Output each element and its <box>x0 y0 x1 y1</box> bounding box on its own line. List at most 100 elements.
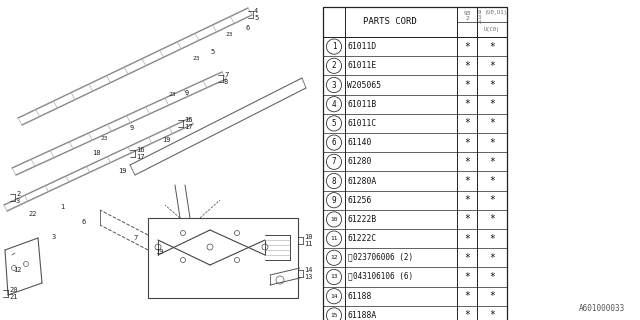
Text: 3: 3 <box>332 81 336 90</box>
Text: *: * <box>489 138 495 148</box>
Text: 7: 7 <box>133 235 137 241</box>
Text: 6: 6 <box>82 219 86 225</box>
Text: 14: 14 <box>330 294 338 299</box>
Text: 4: 4 <box>332 100 336 109</box>
Text: *: * <box>489 61 495 71</box>
Text: 23: 23 <box>225 33 232 37</box>
Text: *: * <box>464 272 470 282</box>
Text: 61222B: 61222B <box>347 215 376 224</box>
Text: 9: 9 <box>332 196 336 205</box>
Text: 8: 8 <box>224 79 228 85</box>
Text: 043106106 (6): 043106106 (6) <box>353 273 413 282</box>
Text: 61256: 61256 <box>347 196 371 205</box>
Text: *: * <box>464 310 470 320</box>
Text: *: * <box>489 234 495 244</box>
Text: *: * <box>489 195 495 205</box>
Text: Ⓢ: Ⓢ <box>348 273 352 282</box>
Text: *: * <box>489 176 495 186</box>
Text: 1: 1 <box>332 42 336 51</box>
Text: 19: 19 <box>118 168 127 174</box>
Text: 61140: 61140 <box>347 138 371 147</box>
Text: *: * <box>489 291 495 301</box>
Text: 16: 16 <box>136 147 145 153</box>
Text: *: * <box>464 99 470 109</box>
Text: 11: 11 <box>330 236 338 241</box>
Text: 5: 5 <box>254 15 259 21</box>
Text: 17: 17 <box>136 154 145 160</box>
Bar <box>148 218 298 298</box>
Text: *: * <box>464 157 470 167</box>
Text: A601000033: A601000033 <box>579 304 625 313</box>
Text: *: * <box>464 61 470 71</box>
Text: 19: 19 <box>155 249 163 255</box>
Text: *: * <box>464 253 470 263</box>
Text: 20: 20 <box>9 287 17 293</box>
Text: 8: 8 <box>332 177 336 186</box>
Text: 12: 12 <box>330 255 338 260</box>
Text: 19: 19 <box>162 137 170 143</box>
Text: *: * <box>489 310 495 320</box>
Text: *: * <box>464 291 470 301</box>
Text: 2: 2 <box>465 16 469 21</box>
Text: 4: 4 <box>478 20 481 25</box>
Text: *: * <box>464 80 470 90</box>
Text: *: * <box>464 176 470 186</box>
Text: *: * <box>464 118 470 128</box>
Text: 2: 2 <box>332 61 336 70</box>
Text: 7: 7 <box>332 157 336 166</box>
Text: *: * <box>489 214 495 224</box>
Text: U(C0): U(C0) <box>484 27 500 32</box>
Text: *: * <box>464 138 470 148</box>
Text: *: * <box>489 157 495 167</box>
Text: 21: 21 <box>9 294 17 300</box>
Bar <box>323 7 507 320</box>
Text: 61011C: 61011C <box>347 119 376 128</box>
Text: 4: 4 <box>254 8 259 14</box>
Text: 23: 23 <box>168 92 175 98</box>
Text: 6: 6 <box>245 25 249 31</box>
Text: *: * <box>489 253 495 263</box>
Text: 9: 9 <box>185 90 189 96</box>
Text: 23: 23 <box>100 135 108 140</box>
Text: (U0,U1): (U0,U1) <box>485 10 508 15</box>
Text: 61188A: 61188A <box>347 311 376 320</box>
Text: 17: 17 <box>184 124 193 130</box>
Text: 9: 9 <box>478 10 481 15</box>
Text: 13: 13 <box>330 275 338 279</box>
Text: 15: 15 <box>330 313 338 318</box>
Text: 3: 3 <box>478 15 481 20</box>
Text: 11: 11 <box>304 241 312 247</box>
Text: 5: 5 <box>332 119 336 128</box>
Text: 18: 18 <box>92 150 100 156</box>
Text: *: * <box>464 234 470 244</box>
Text: 23: 23 <box>192 57 200 61</box>
Text: ⓝ: ⓝ <box>348 253 352 262</box>
Text: *: * <box>464 195 470 205</box>
Text: *: * <box>489 99 495 109</box>
Text: *: * <box>489 272 495 282</box>
Text: *: * <box>464 42 470 52</box>
Text: 1: 1 <box>60 204 64 210</box>
Text: 13: 13 <box>304 274 312 280</box>
Text: *: * <box>464 214 470 224</box>
Text: 12: 12 <box>13 267 22 273</box>
Text: 16: 16 <box>184 117 193 123</box>
Text: 14: 14 <box>304 267 312 273</box>
Text: 5: 5 <box>210 49 214 55</box>
Text: 61011E: 61011E <box>347 61 376 70</box>
Text: *: * <box>489 42 495 52</box>
Text: 61280A: 61280A <box>347 177 376 186</box>
Text: 10: 10 <box>330 217 338 222</box>
Text: 61222C: 61222C <box>347 234 376 243</box>
Text: 3: 3 <box>52 234 56 240</box>
Text: 61011B: 61011B <box>347 100 376 109</box>
Text: 22: 22 <box>28 211 36 217</box>
Text: *: * <box>489 118 495 128</box>
Text: 2: 2 <box>16 191 20 197</box>
Text: 61011D: 61011D <box>347 42 376 51</box>
Text: 10: 10 <box>304 234 312 240</box>
Text: 9: 9 <box>130 125 134 131</box>
Text: 6: 6 <box>332 138 336 147</box>
Text: 7: 7 <box>224 72 228 78</box>
Text: 93: 93 <box>463 11 471 16</box>
